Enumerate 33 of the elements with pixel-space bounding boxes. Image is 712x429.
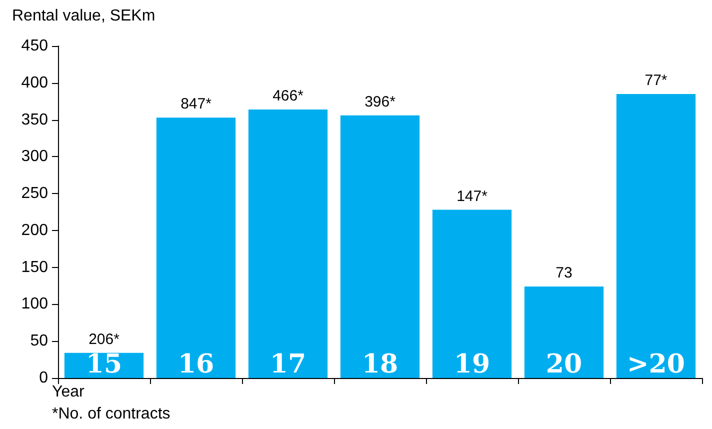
text: *No. of contracts xyxy=(52,406,170,422)
y-tick-label: 150 xyxy=(21,258,48,276)
bar xyxy=(248,109,328,378)
x-tick-label: 20 xyxy=(546,350,582,380)
x-tick-label: 15 xyxy=(86,350,122,380)
annotation: 396* xyxy=(364,93,396,110)
annotation: 77* xyxy=(644,72,668,89)
x-axis-title: Year xyxy=(52,384,85,400)
y-tick-label: 200 xyxy=(21,222,48,239)
y-tick-label: 100 xyxy=(21,296,48,313)
annotation: 847* xyxy=(180,96,212,113)
bar xyxy=(432,210,512,378)
x-tick-label: 16 xyxy=(178,350,214,380)
x-tick-label: >20 xyxy=(627,350,685,380)
x-tick-label: 19 xyxy=(454,350,490,380)
x-tick-label: 17 xyxy=(270,350,306,380)
annotation: 73 xyxy=(556,264,572,282)
annotation: 147* xyxy=(456,188,488,205)
y-tick-label: 250 xyxy=(21,185,48,202)
annotation: 206* xyxy=(88,330,120,348)
y-tick-label: 300 xyxy=(21,148,48,166)
y-tick-label: 400 xyxy=(21,74,48,92)
y-tick-label: 450 xyxy=(21,38,48,54)
y-tick-label: 350 xyxy=(21,111,48,128)
x-tick-label: 18 xyxy=(362,350,398,380)
bar xyxy=(616,94,696,378)
y-axis-title: Rental value, SEKm xyxy=(12,8,156,24)
bar xyxy=(156,118,236,378)
y-tick-label: 50 xyxy=(30,332,48,350)
y-tick-label: 0 xyxy=(39,370,48,386)
bar xyxy=(524,286,604,378)
annotation: 466* xyxy=(272,87,304,104)
bar xyxy=(340,115,420,378)
